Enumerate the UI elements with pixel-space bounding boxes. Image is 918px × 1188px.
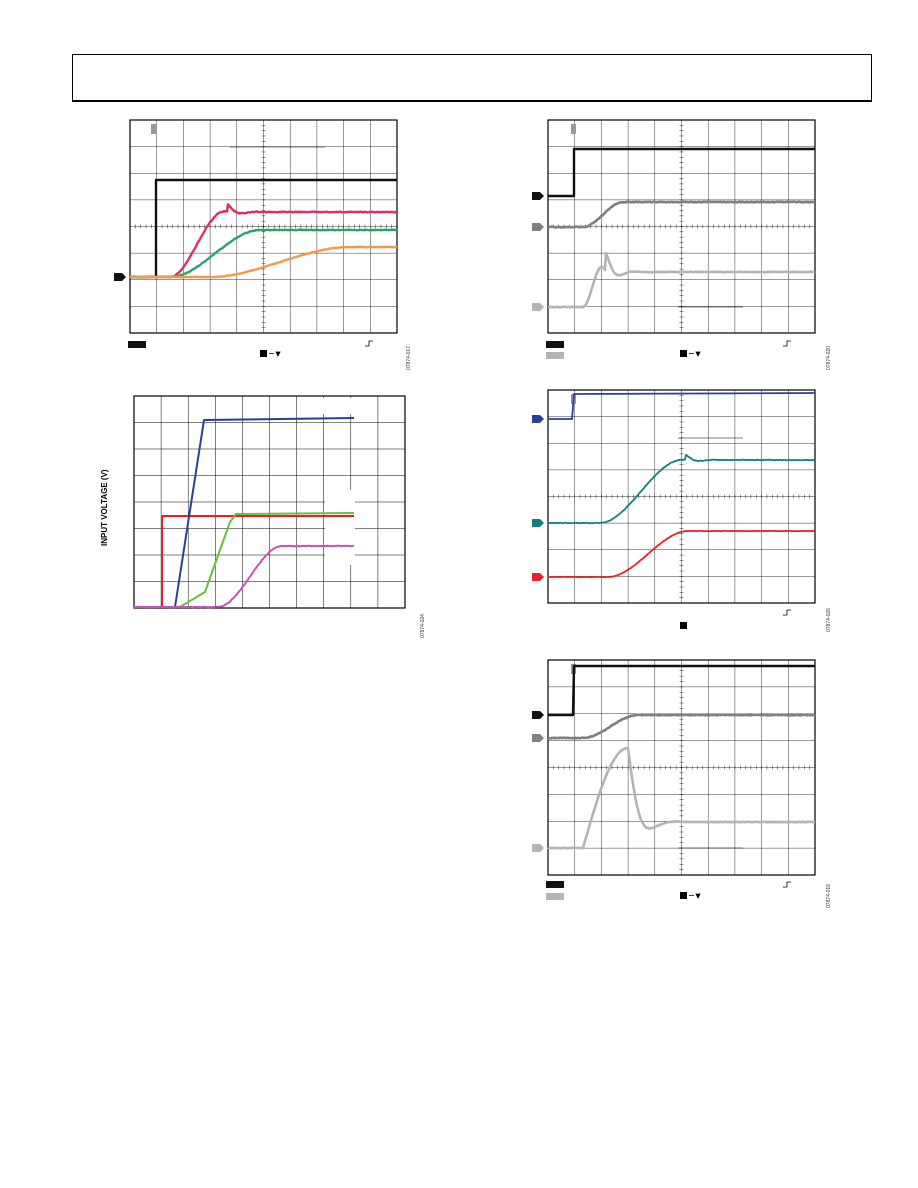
fig5-time-icon-arrow xyxy=(689,894,700,898)
scope-figure-5 xyxy=(528,656,828,911)
scope-figure-3 xyxy=(528,112,828,372)
scope-figure-1 xyxy=(110,112,410,372)
chart-2-plot xyxy=(130,392,410,612)
fig4-time-icon xyxy=(680,622,687,629)
fig1-trigger-icon xyxy=(365,341,373,346)
fig1-channel-box xyxy=(128,341,146,348)
fig5-channel-marker-1 xyxy=(532,711,544,719)
fig3-time-icon-arrow xyxy=(689,352,700,356)
fig1-trigger-marker xyxy=(151,124,156,134)
fig5-trigger-icon xyxy=(783,882,791,887)
fig4-channel-marker-1 xyxy=(532,415,544,423)
fig3-time-icon-box xyxy=(680,350,687,357)
fig5-channel-box-1 xyxy=(546,881,564,888)
scope-figure-4 xyxy=(528,386,828,636)
figure-5-code: 07874-019 xyxy=(826,884,832,908)
fig3-channel-marker-3 xyxy=(532,303,544,311)
figure-1-code: 07874-017 xyxy=(406,346,412,370)
fig5-channel-marker-2 xyxy=(532,734,544,742)
fig3-channel-box-1 xyxy=(546,341,564,348)
fig3-trigger-icon xyxy=(783,341,791,346)
fig3-channel-marker-2 xyxy=(532,223,544,231)
fig3-channel-box-2 xyxy=(546,352,564,359)
fig5-channel-marker-3 xyxy=(532,844,544,852)
figure-2-code: 07874-024 xyxy=(420,614,426,638)
page-header-box xyxy=(72,54,872,102)
chart-figure-2 xyxy=(130,392,410,612)
scope-3-plot xyxy=(528,112,828,372)
scope-4-plot xyxy=(528,386,828,636)
scope-1-plot xyxy=(110,112,410,372)
fig2-legend-blank-top xyxy=(320,398,360,414)
fig1-time-icon-arrow xyxy=(269,352,280,356)
fig1-channel-marker xyxy=(114,273,126,281)
figure-2-y-axis-label: INPUT VOLTAGE (V) xyxy=(100,469,109,546)
fig3-channel-marker-1 xyxy=(532,192,544,200)
fig3-trigger-marker xyxy=(571,124,576,134)
fig5-time-icon-box xyxy=(680,892,687,899)
scope-5-plot xyxy=(528,656,828,911)
fig1-time-icon-box xyxy=(260,350,267,357)
fig4-channel-marker-2 xyxy=(532,519,544,527)
fig4-channel-marker-3 xyxy=(532,573,544,581)
figure-3-code: 07874-020 xyxy=(826,346,832,370)
fig5-channel-box-2 xyxy=(546,893,564,900)
fig4-trigger-icon xyxy=(783,610,791,615)
figure-4-code: 07874-026 xyxy=(826,608,832,632)
fig2-legend-blank xyxy=(325,490,355,565)
